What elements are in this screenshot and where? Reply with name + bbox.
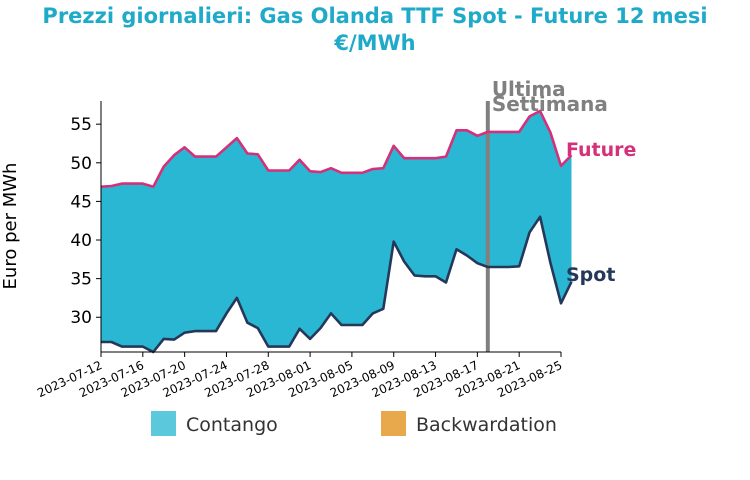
- y-tick-label: 30: [70, 308, 92, 328]
- legend-label-backwardation: Backwardation: [416, 414, 557, 436]
- y-tick-label: 45: [70, 192, 92, 212]
- last-week-label-line2: Settimana: [492, 92, 608, 116]
- chart-title-line1: Prezzi giornalieri: Gas Olanda TTF Spot …: [42, 4, 707, 28]
- contango-area: [101, 111, 572, 352]
- legend-swatch-contango: [151, 411, 176, 436]
- future-series-label: Future: [566, 139, 636, 161]
- y-tick-label: 40: [70, 231, 92, 251]
- y-tick-label: 55: [70, 115, 92, 135]
- series-line-layer: [100, 109, 573, 354]
- spot-series-label: Spot: [566, 264, 615, 286]
- legend: Contango Backwardation: [151, 411, 557, 436]
- contango-area-layer: [101, 111, 572, 352]
- series-line-future: [100, 109, 573, 188]
- y-tick-label: 35: [70, 270, 92, 290]
- y-axis-label: Euro per MWh: [0, 163, 21, 290]
- legend-swatch-backwardation: [381, 411, 406, 436]
- y-tick-label: 50: [70, 154, 92, 174]
- legend-label-contango: Contango: [186, 414, 278, 436]
- last-week-label-line1: Ultima: [492, 77, 566, 101]
- series-line-spot: [101, 215, 573, 354]
- chart-title-line2: €/MWh: [333, 31, 415, 55]
